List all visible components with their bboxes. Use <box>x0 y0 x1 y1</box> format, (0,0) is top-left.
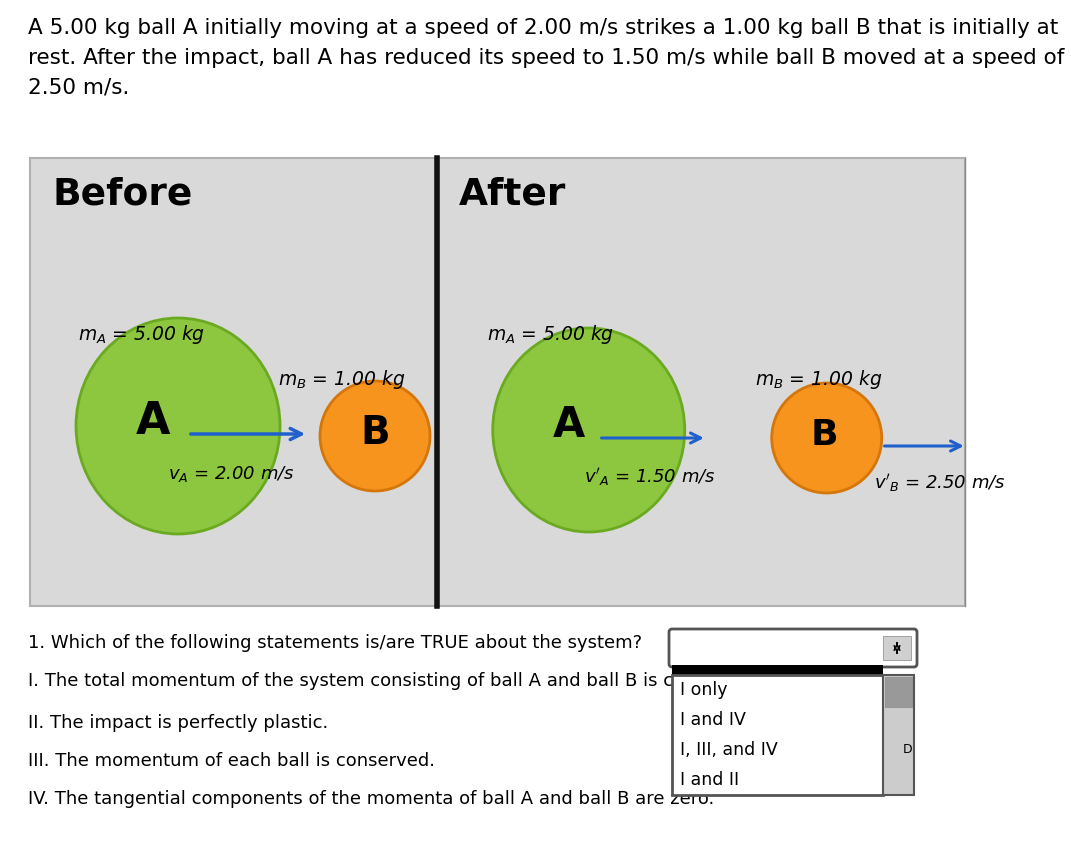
Text: Before: Before <box>52 176 193 212</box>
Bar <box>885 677 912 707</box>
Text: $m_A$ = 5.00 kg: $m_A$ = 5.00 kg <box>486 323 614 346</box>
Text: B: B <box>811 418 839 452</box>
Text: $v'_A$ = 1.50 m/s: $v'_A$ = 1.50 m/s <box>584 466 715 488</box>
Text: I and II: I and II <box>680 771 739 789</box>
Text: $v_A$ = 2.00 m/s: $v_A$ = 2.00 m/s <box>168 464 295 484</box>
Text: $v'_B$ = 2.50 m/s: $v'_B$ = 2.50 m/s <box>874 472 1006 494</box>
Bar <box>883 636 911 660</box>
Ellipse shape <box>493 328 684 532</box>
Text: $m_B$ = 1.00 kg: $m_B$ = 1.00 kg <box>278 368 405 391</box>
Text: B: B <box>360 414 390 452</box>
Text: I and IV: I and IV <box>680 711 745 729</box>
Text: I only: I only <box>680 681 727 699</box>
Text: II. The impact is perfectly plastic.: II. The impact is perfectly plastic. <box>28 714 328 732</box>
Bar <box>672 675 883 795</box>
Text: III. The momentum of each ball is conserved.: III. The momentum of each ball is conser… <box>28 752 435 770</box>
Text: $m_A$ = 5.00 kg: $m_A$ = 5.00 kg <box>78 323 206 346</box>
Ellipse shape <box>320 381 429 491</box>
Text: A: A <box>136 400 170 443</box>
Bar <box>672 665 883 675</box>
FancyBboxPatch shape <box>669 629 917 667</box>
Ellipse shape <box>76 318 280 534</box>
Text: After: After <box>458 176 567 212</box>
Text: IV. The tangential components of the momenta of ball A and ball B are zero.: IV. The tangential components of the mom… <box>28 790 714 808</box>
Text: I. The total momentum of the system consisting of ball A and ball B is conserved: I. The total momentum of the system cons… <box>28 672 763 690</box>
Text: A: A <box>553 404 585 446</box>
Bar <box>30 158 965 606</box>
Text: A 5.00 kg ball A initially moving at a speed of 2.00 m/s strikes a 1.00 kg ball : A 5.00 kg ball A initially moving at a s… <box>28 18 1065 97</box>
Text: D: D <box>903 743 912 756</box>
Ellipse shape <box>772 383 881 493</box>
Text: I, III, and IV: I, III, and IV <box>680 741 778 759</box>
Text: 1. Which of the following statements is/are TRUE about the system?: 1. Which of the following statements is/… <box>28 634 643 652</box>
Bar <box>883 675 914 795</box>
Text: $m_B$ = 1.00 kg: $m_B$ = 1.00 kg <box>755 368 881 391</box>
